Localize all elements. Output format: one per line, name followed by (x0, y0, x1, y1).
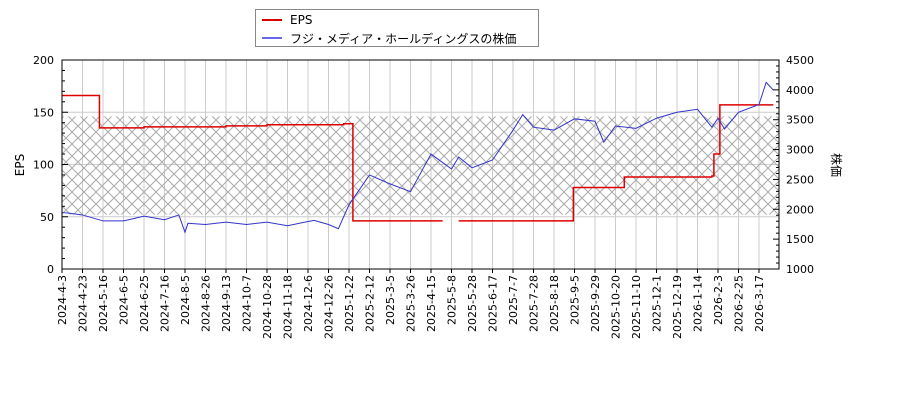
legend-label-eps: EPS (290, 13, 313, 27)
left-axis-title: EPS (13, 154, 27, 176)
series-lines (61, 81, 774, 234)
x-tick-label: 2025-5-8 (446, 275, 459, 325)
x-tick-label: 2026-3-17 (753, 275, 766, 332)
left-axis: 0 50 100 150 200 (33, 54, 68, 276)
right-tick-label: 1000 (786, 263, 814, 276)
x-tick-label: 2025-2-12 (364, 275, 377, 332)
left-tick-label: 150 (33, 106, 54, 119)
left-tick-label: 0 (47, 263, 54, 276)
legend-label-price: フジ・メディア・ホールディングスの株価 (290, 31, 517, 46)
x-tick-label: 2024-12-6 (302, 275, 315, 332)
x-tick-label: 2025-3-26 (405, 275, 418, 332)
x-tick-label: 2025-9-5 (569, 275, 582, 325)
x-tick-label: 2025-10-20 (610, 275, 623, 339)
right-tick-label: 1500 (786, 233, 814, 246)
legend: EPS フジ・メディア・ホールディングスの株価 (255, 9, 539, 47)
legend-item-price: フジ・メディア・ホールディングスの株価 (262, 30, 516, 46)
right-tick-label: 2500 (786, 173, 814, 186)
legend-swatch-price (262, 37, 282, 39)
x-tick-label: 2025-7-28 (528, 275, 541, 332)
x-tick-label: 2024-6-5 (118, 275, 131, 325)
right-tick-label: 2000 (786, 203, 814, 216)
x-tick-label: 2025-11-10 (630, 275, 643, 339)
x-tick-label: 2024-4-23 (77, 275, 90, 332)
x-tick-label: 2025-5-28 (466, 275, 479, 332)
x-tick-label: 2024-6-25 (138, 275, 151, 332)
right-tick-label: 3500 (786, 114, 814, 127)
right-axis: 1000 1500 2000 2500 3000 3500 4000 4500 (773, 54, 814, 276)
x-tick-label: 2026-1-14 (692, 275, 705, 332)
legend-swatch-eps (262, 19, 282, 21)
right-tick-label: 4500 (786, 54, 814, 67)
left-tick-label: 200 (33, 54, 54, 67)
x-tick-label: 2024-8-26 (200, 275, 213, 332)
x-tick-label: 2024-5-16 (97, 275, 110, 332)
x-axis: 2024-4-3 2024-4-23 2024-5-16 2024-6-5 2024-6… (56, 269, 766, 339)
x-tick-label: 2024-10-28 (261, 275, 274, 339)
x-tick-label: 2025-9-29 (589, 275, 602, 332)
x-tick-label: 2026-2-25 (733, 275, 746, 332)
x-tick-label: 2026-2-3 (712, 275, 725, 325)
right-tick-label: 3000 (786, 144, 814, 157)
x-tick-label: 2025-3-5 (384, 275, 397, 325)
x-tick-label: 2025-8-18 (548, 275, 561, 332)
x-tick-label: 2024-8-5 (179, 275, 192, 325)
x-tick-label: 2025-4-15 (425, 275, 438, 332)
x-tick-label: 2024-11-18 (282, 275, 295, 339)
x-tick-label: 2024-9-13 (220, 275, 233, 332)
left-tick-label: 100 (33, 159, 54, 172)
x-tick-label: 2024-7-16 (159, 275, 172, 332)
x-tick-label: 2025-6-17 (487, 275, 500, 332)
x-tick-label: 2025-1-22 (343, 275, 356, 332)
left-tick-label: 50 (40, 211, 54, 224)
x-tick-label: 2025-12-1 (651, 275, 664, 332)
x-tick-label: 2025-12-19 (671, 275, 684, 339)
right-tick-label: 4000 (786, 84, 814, 97)
shaded-band (62, 116, 779, 215)
x-tick-label: 2024-4-3 (56, 275, 69, 325)
x-tick-label: 2024-12-26 (323, 275, 336, 339)
legend-item-eps: EPS (262, 12, 312, 28)
x-tick-label: 2024-10-7 (241, 275, 254, 332)
right-axis-title: 株価 (829, 153, 844, 177)
x-tick-label: 2025-7-7 (507, 275, 520, 325)
